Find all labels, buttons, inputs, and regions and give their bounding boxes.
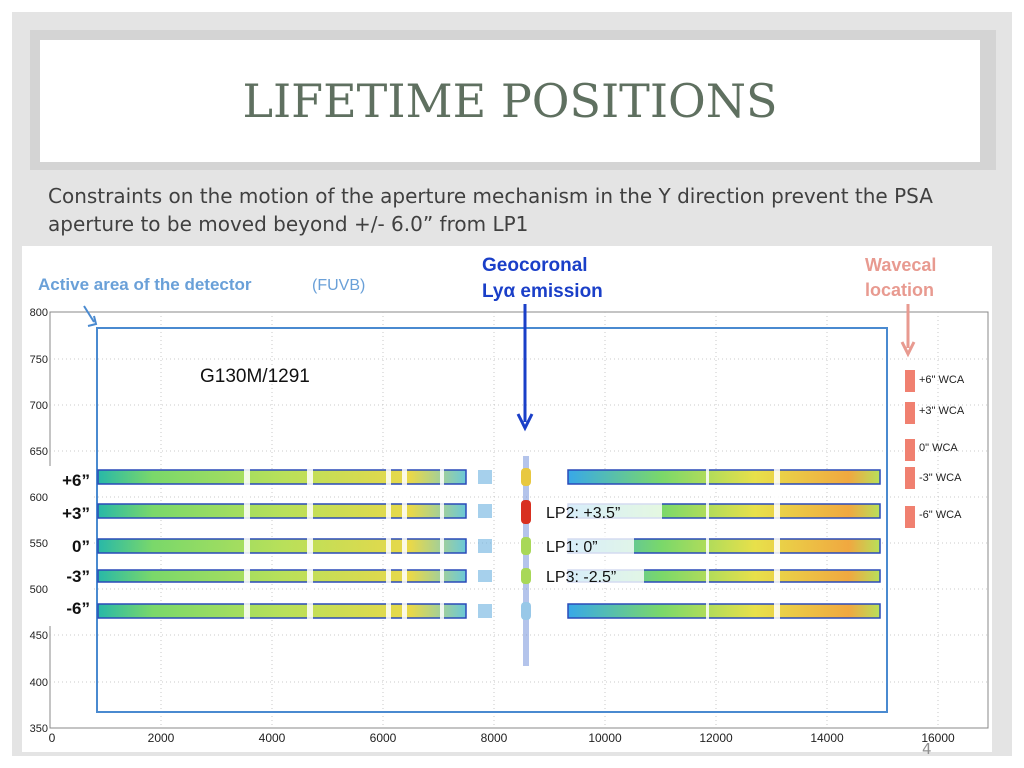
geocoronal-lya-line: [521, 456, 531, 666]
y-axis: 800 750 700 650 600 550 500 450 400 350: [30, 307, 48, 735]
y-tick: 500: [30, 584, 48, 596]
y-tick: 550: [30, 538, 48, 550]
offset-label: +3”: [62, 504, 90, 523]
x-tick: 2000: [148, 731, 175, 745]
slide-subtitle: Constraints on the motion of the apertur…: [48, 184, 933, 236]
detector-name-label: (FUVB): [312, 277, 365, 294]
geocoronal-label-1: Geocoronal: [482, 255, 588, 276]
y-tick: 450: [30, 630, 48, 642]
x-tick: 10000: [588, 731, 622, 745]
x-tick: 16000: [921, 731, 955, 745]
offset-label: -6”: [66, 599, 90, 618]
grating-label: G130M/1291: [200, 366, 310, 387]
active-area-box: [96, 327, 888, 713]
y-tick: 350: [30, 723, 48, 735]
y-tick: 650: [30, 446, 48, 458]
y-tick: 400: [30, 677, 48, 689]
y-tick: 600: [30, 492, 48, 504]
active-area-arrow: [83, 305, 95, 323]
title-panel: LIFETIME POSITIONS: [40, 40, 980, 162]
wavecal-label-2: location: [865, 280, 934, 300]
wca-label: -6" WCA: [919, 509, 962, 521]
wavecal-label-1: Wavecal: [865, 255, 936, 275]
lifetime-position-labels: LP2: +3.5” LP1: 0” LP3: -2.5”: [546, 505, 620, 586]
x-tick: 0: [49, 731, 56, 745]
y-tick: 700: [30, 400, 48, 412]
slide-title: LIFETIME POSITIONS: [242, 74, 778, 128]
x-tick: 8000: [481, 731, 508, 745]
active-area-label: Active area of the detector: [38, 275, 252, 294]
x-tick: 4000: [259, 731, 286, 745]
y-tick: 800: [30, 307, 48, 319]
wca-label: -3" WCA: [919, 472, 962, 484]
lp1-label: LP1: 0”: [546, 539, 598, 556]
detector-image: Active area of the detector (FUVB) Geoco…: [30, 255, 989, 745]
wca-labels: +6" WCA +3" WCA 0" WCA -3" WCA -6" WCA: [919, 374, 965, 521]
lp2-label: LP2: +3.5”: [546, 505, 620, 522]
wca-label: +6" WCA: [919, 374, 965, 386]
offset-label: +6”: [62, 471, 90, 490]
offset-labels: +6” +3” 0” -3” -6”: [48, 466, 92, 626]
detector-figure: Active area of the detector (FUVB) Geoco…: [22, 246, 992, 752]
wca-label: 0" WCA: [919, 442, 958, 454]
offset-label: 0”: [72, 537, 90, 556]
y-tick: 750: [30, 354, 48, 366]
x-tick: 6000: [370, 731, 397, 745]
x-axis: 0 2000 4000 6000 8000 10000 12000 14000 …: [49, 731, 955, 745]
plot-area: [49, 311, 989, 729]
x-tick: 14000: [810, 731, 844, 745]
geocoronal-label-2: Lyα emission: [482, 281, 603, 302]
x-tick: 12000: [699, 731, 733, 745]
lp3-label: LP3: -2.5”: [546, 569, 616, 586]
slide-number: 4: [922, 740, 932, 758]
wca-markers: [905, 370, 915, 528]
spectrum-stripes: [97, 468, 881, 622]
offset-label: -3”: [66, 567, 90, 586]
wca-label: +3" WCA: [919, 405, 965, 417]
